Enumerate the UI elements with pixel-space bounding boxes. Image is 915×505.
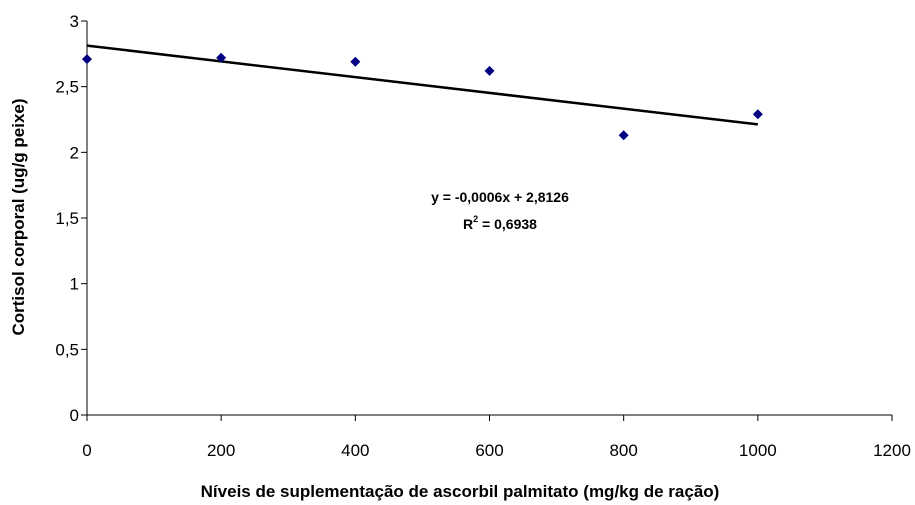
x-axis-title: Níveis de suplementação de ascorbil palm… xyxy=(201,482,720,501)
trendline-equation: y = -0,0006x + 2,8126 xyxy=(431,189,569,205)
y-tick-label: 2 xyxy=(70,143,79,162)
r-squared-label: R2 = 0,6938 xyxy=(463,214,537,232)
x-tick-label: 200 xyxy=(207,441,235,460)
x-tick-label: 1200 xyxy=(873,441,911,460)
y-tick-label: 3 xyxy=(70,12,79,31)
data-point-marker xyxy=(216,52,227,63)
y-tick-label: 1,5 xyxy=(55,209,79,228)
x-tick-label: 800 xyxy=(609,441,637,460)
r-squared-value: = 0,6938 xyxy=(478,216,537,232)
y-tick-label: 1 xyxy=(70,275,79,294)
data-point-marker xyxy=(752,109,763,120)
data-point-marker xyxy=(82,54,92,65)
x-tick-label: 1000 xyxy=(739,441,777,460)
data-point-marker xyxy=(618,130,629,141)
r-squared-prefix: R xyxy=(463,216,473,232)
y-axis-title: Cortisol corporal (ug/g peixe) xyxy=(9,98,28,335)
x-axis-ticks: 0 200 400 600 800 1000 1200 xyxy=(82,415,911,460)
y-tick-label: 0 xyxy=(70,406,79,425)
x-tick-label: 400 xyxy=(341,441,369,460)
data-point-marker xyxy=(484,65,495,76)
data-point-marker xyxy=(350,56,361,67)
y-tick-label: 2,5 xyxy=(55,78,79,97)
x-tick-label: 600 xyxy=(475,441,503,460)
r-squared-superscript: 2 xyxy=(473,214,478,224)
y-tick-label: 0,5 xyxy=(55,340,79,359)
data-points xyxy=(82,52,763,141)
trendline xyxy=(86,44,758,126)
trendline-group xyxy=(86,44,758,126)
x-tick-label: 0 xyxy=(82,441,91,460)
y-axis-ticks: 0 0,5 1 1,5 2 2,5 3 xyxy=(55,12,87,425)
